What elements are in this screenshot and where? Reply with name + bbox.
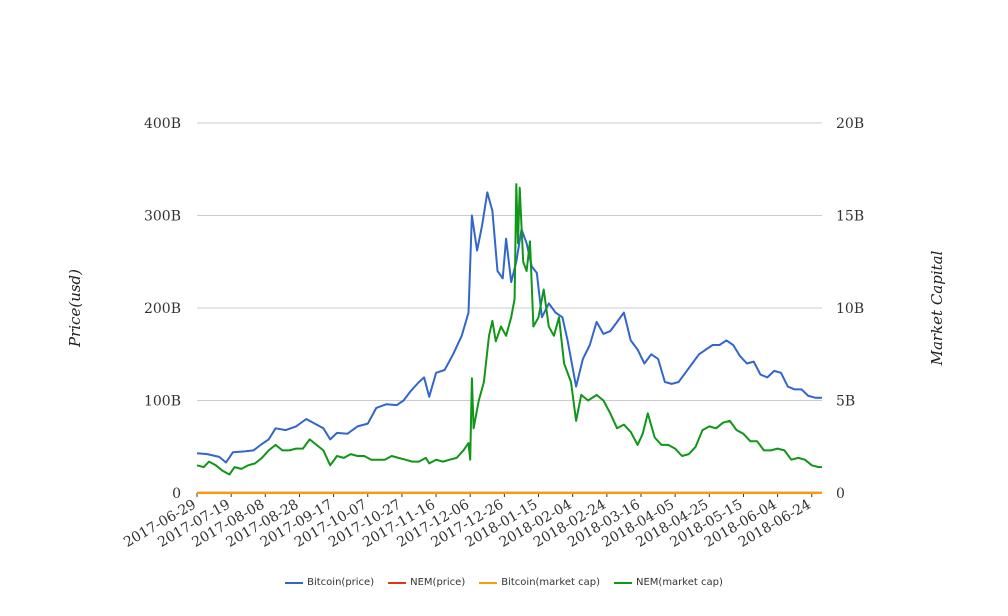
right-tick-label: 5B (836, 394, 855, 410)
legend-label: Bitcoin(market cap) (501, 577, 600, 588)
legend-swatch (479, 581, 498, 584)
legend-label: Bitcoin(price) (307, 577, 375, 588)
legend-item[interactable]: Bitcoin(market cap) (479, 577, 600, 588)
legend-label: NEM(price) (410, 577, 466, 588)
right-tick-label: 10B (836, 301, 864, 317)
series-line-nem-market-cap (196, 183, 822, 476)
right-tick-label: 15B (836, 209, 864, 225)
left-axis-ticks: 0 100B 200B 300B 400B (144, 116, 181, 502)
legend-label: NEM(market cap) (635, 577, 723, 588)
chart-legend: Bitcoin(price) NEM(price) Bitcoin(market c… (0, 577, 1008, 588)
legend-item[interactable]: Bitcoin(price) (285, 577, 374, 588)
legend-swatch (613, 581, 632, 584)
right-axis-title: Market Capital (928, 250, 946, 366)
left-tick-label: 400B (144, 116, 181, 132)
left-tick-label: 100B (144, 394, 181, 410)
series-line-bitcoin-price (196, 191, 822, 464)
x-axis-ticks: 2017-06-292017-07-192017-08-082017-08-28… (121, 493, 814, 551)
legend-item[interactable]: NEM(market cap) (613, 577, 723, 588)
legend-item[interactable]: NEM(price) (388, 577, 465, 588)
legend-swatch (285, 581, 304, 584)
left-tick-label: 200B (144, 301, 181, 317)
left-axis-title: Price(usd) (66, 269, 84, 348)
right-tick-label: 0 (836, 486, 845, 502)
gridlines (197, 122, 822, 494)
right-tick-label: 20B (836, 116, 864, 132)
left-tick-label: 0 (172, 486, 181, 502)
right-axis-ticks: 0 5B 10B 15B 20B (836, 116, 864, 502)
legend-swatch (388, 581, 407, 584)
series-lines (196, 183, 823, 494)
left-tick-label: 300B (144, 209, 181, 225)
